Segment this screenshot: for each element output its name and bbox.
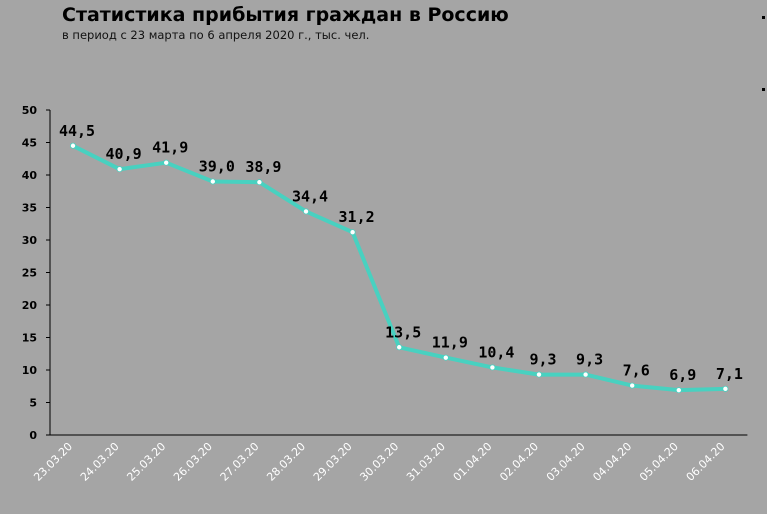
data-point bbox=[349, 229, 356, 236]
x-tick-label: 02.04.20 bbox=[497, 440, 541, 484]
x-tick-label: 29.03.20 bbox=[311, 440, 355, 484]
x-tick-label: 01.04.20 bbox=[451, 440, 495, 484]
x-tick-label: 25.03.20 bbox=[124, 440, 168, 484]
y-tick-label: 25 bbox=[22, 267, 37, 280]
x-tick-label: 05.04.20 bbox=[637, 440, 681, 484]
data-label: 9,3 bbox=[529, 351, 556, 369]
y-tick-label: 10 bbox=[22, 364, 38, 377]
data-label: 6,9 bbox=[669, 366, 696, 384]
data-label: 39,0 bbox=[199, 158, 235, 176]
data-label: 7,6 bbox=[623, 362, 650, 380]
data-point bbox=[163, 159, 170, 166]
data-point bbox=[536, 371, 543, 378]
data-label: 41,9 bbox=[152, 139, 188, 157]
series-line bbox=[71, 143, 728, 393]
chart-subtitle: в период с 23 марта по 6 апреля 2020 г.,… bbox=[62, 28, 370, 42]
data-point bbox=[489, 364, 496, 371]
data-point bbox=[396, 344, 403, 351]
corner-mark-bottom bbox=[762, 88, 765, 91]
x-tick-label: 06.04.20 bbox=[684, 440, 728, 484]
data-point bbox=[629, 382, 636, 389]
x-tick-label: 27.03.20 bbox=[218, 440, 262, 484]
data-label: 44,5 bbox=[59, 122, 95, 140]
x-tick-label: 30.03.20 bbox=[357, 440, 401, 484]
data-point bbox=[675, 387, 682, 394]
x-tick-label: 26.03.20 bbox=[171, 440, 215, 484]
data-label: 40,9 bbox=[106, 145, 142, 163]
y-tick-label: 50 bbox=[22, 104, 38, 117]
x-tick-label: 04.04.20 bbox=[590, 440, 634, 484]
data-point bbox=[722, 385, 729, 392]
y-tick-label: 5 bbox=[29, 397, 37, 410]
data-point bbox=[582, 371, 589, 378]
data-point bbox=[442, 354, 449, 361]
y-tick-label: 40 bbox=[22, 169, 38, 182]
data-point bbox=[302, 208, 309, 215]
y-tick-label: 30 bbox=[22, 234, 38, 247]
y-tick-label: 35 bbox=[22, 202, 37, 215]
data-label: 9,3 bbox=[576, 351, 603, 369]
corner-mark-top bbox=[762, 16, 765, 19]
x-tick-label: 24.03.20 bbox=[78, 440, 122, 484]
data-labels: 44,5 40,9 41,9 39,0 38,9 34,4 31,2 13,5 11,9 10,4… bbox=[59, 122, 743, 384]
data-label: 38,9 bbox=[245, 158, 281, 176]
data-label: 11,9 bbox=[432, 334, 468, 352]
y-tick-label: 15 bbox=[22, 332, 37, 345]
data-point bbox=[209, 178, 216, 185]
y-tick-label: 45 bbox=[22, 137, 37, 150]
series-line-group bbox=[70, 142, 729, 394]
x-tick-label: 03.04.20 bbox=[544, 440, 588, 484]
data-label: 10,4 bbox=[478, 343, 514, 361]
data-point bbox=[256, 179, 263, 186]
data-label: 34,4 bbox=[292, 187, 328, 205]
chart-title: Статистика прибытия граждан в Россию bbox=[62, 4, 509, 26]
x-axis: 23.03.20 24.03.20 25.03.20 26.03.20 27.03.20… bbox=[31, 434, 748, 484]
x-tick-label: 31.03.20 bbox=[404, 440, 448, 484]
x-tick-label: 23.03.20 bbox=[31, 440, 75, 484]
data-label: 31,2 bbox=[339, 208, 375, 226]
data-point bbox=[116, 166, 123, 173]
y-axis: 0 5 10 15 20 25 30 35 40 45 50 bbox=[22, 104, 51, 442]
data-label: 7,1 bbox=[716, 365, 743, 383]
y-tick-label: 0 bbox=[29, 429, 37, 442]
data-point bbox=[70, 142, 77, 149]
data-label: 13,5 bbox=[385, 323, 421, 341]
x-tick-label: 28.03.20 bbox=[264, 440, 308, 484]
y-tick-label: 20 bbox=[22, 299, 38, 312]
